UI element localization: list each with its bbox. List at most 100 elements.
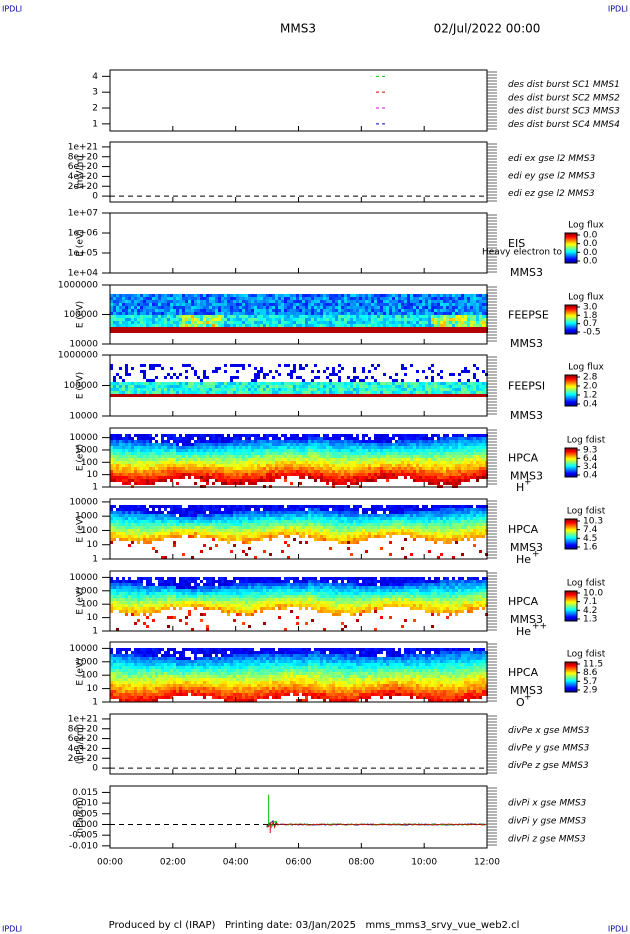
pixel xyxy=(254,464,257,467)
pixel xyxy=(344,470,347,473)
pixel xyxy=(155,535,158,538)
pixel xyxy=(395,458,398,461)
pixel xyxy=(308,309,311,312)
pixel xyxy=(296,446,299,449)
pixel xyxy=(359,455,362,458)
pixel xyxy=(152,364,155,367)
colorbar xyxy=(564,304,578,335)
pixel xyxy=(167,382,170,385)
pixel xyxy=(335,455,338,458)
pixel xyxy=(200,315,203,318)
pixel xyxy=(110,476,113,479)
pixel xyxy=(323,306,326,309)
pixel xyxy=(305,294,308,297)
pixel xyxy=(479,330,482,333)
pixel xyxy=(230,312,233,315)
pixel xyxy=(260,458,263,461)
pixel xyxy=(206,394,209,397)
pixel xyxy=(395,330,398,333)
pixel xyxy=(188,446,191,449)
pixel xyxy=(419,297,422,300)
pixel xyxy=(170,505,173,508)
pixel xyxy=(386,300,389,303)
pixel xyxy=(134,508,137,511)
pixel xyxy=(338,294,341,297)
pixel xyxy=(227,470,230,473)
pixel xyxy=(146,538,149,541)
pixel xyxy=(116,449,119,452)
pixel xyxy=(449,470,452,473)
pixel xyxy=(452,300,455,303)
pixel xyxy=(254,294,257,297)
pixel xyxy=(332,318,335,321)
pixel xyxy=(113,382,116,385)
pixel xyxy=(428,388,431,391)
pixel xyxy=(422,391,425,394)
pixel xyxy=(461,327,464,330)
pixel xyxy=(191,452,194,455)
pixel xyxy=(383,461,386,464)
pixel xyxy=(320,467,323,470)
pixel xyxy=(287,464,290,467)
pixel xyxy=(221,440,224,443)
pixel xyxy=(215,309,218,312)
pixel xyxy=(188,330,191,333)
pixel xyxy=(212,321,215,324)
pixel xyxy=(128,394,131,397)
pixel xyxy=(368,452,371,455)
pixel xyxy=(368,455,371,458)
pixel xyxy=(305,315,308,318)
pixel xyxy=(224,294,227,297)
pixel xyxy=(281,388,284,391)
pixel xyxy=(254,303,257,306)
pixel xyxy=(242,458,245,461)
pixel xyxy=(371,385,374,388)
pixel xyxy=(209,312,212,315)
pixel xyxy=(164,461,167,464)
pixel xyxy=(434,449,437,452)
pixel xyxy=(275,382,278,385)
pixel xyxy=(110,303,113,306)
pixel xyxy=(350,467,353,470)
pixel xyxy=(383,446,386,449)
pixel xyxy=(329,321,332,324)
pixel xyxy=(410,330,413,333)
pixel xyxy=(224,370,227,373)
pixel xyxy=(212,324,215,327)
pixel xyxy=(308,467,311,470)
pixel xyxy=(476,303,479,306)
pixel xyxy=(152,473,155,476)
pixel xyxy=(431,306,434,309)
pixel xyxy=(350,452,353,455)
pixel xyxy=(149,517,152,520)
pixel xyxy=(281,300,284,303)
pixel xyxy=(395,300,398,303)
pixel xyxy=(461,476,464,479)
pixel xyxy=(185,321,188,324)
pixel xyxy=(149,382,152,385)
pixel xyxy=(362,370,365,373)
pixel xyxy=(329,446,332,449)
pixel xyxy=(461,297,464,300)
pixel xyxy=(482,294,485,297)
pixel xyxy=(332,312,335,315)
pixel xyxy=(215,449,218,452)
pixel xyxy=(128,532,131,535)
pixel xyxy=(374,300,377,303)
pixel xyxy=(242,482,245,485)
pixel xyxy=(437,449,440,452)
pixel xyxy=(455,461,458,464)
pixel xyxy=(287,312,290,315)
pixel xyxy=(125,437,128,440)
pixel xyxy=(404,476,407,479)
pixel xyxy=(119,464,122,467)
pixel xyxy=(344,482,347,485)
pixel xyxy=(242,388,245,391)
pixel xyxy=(287,440,290,443)
pixel xyxy=(281,473,284,476)
pixel xyxy=(452,446,455,449)
pixel xyxy=(383,473,386,476)
pixel xyxy=(278,455,281,458)
pixel xyxy=(368,312,371,315)
pixel xyxy=(305,309,308,312)
